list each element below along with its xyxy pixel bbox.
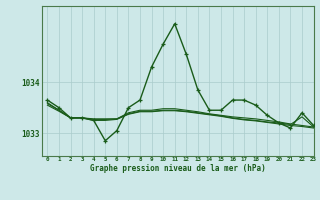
X-axis label: Graphe pression niveau de la mer (hPa): Graphe pression niveau de la mer (hPa) (90, 164, 266, 173)
